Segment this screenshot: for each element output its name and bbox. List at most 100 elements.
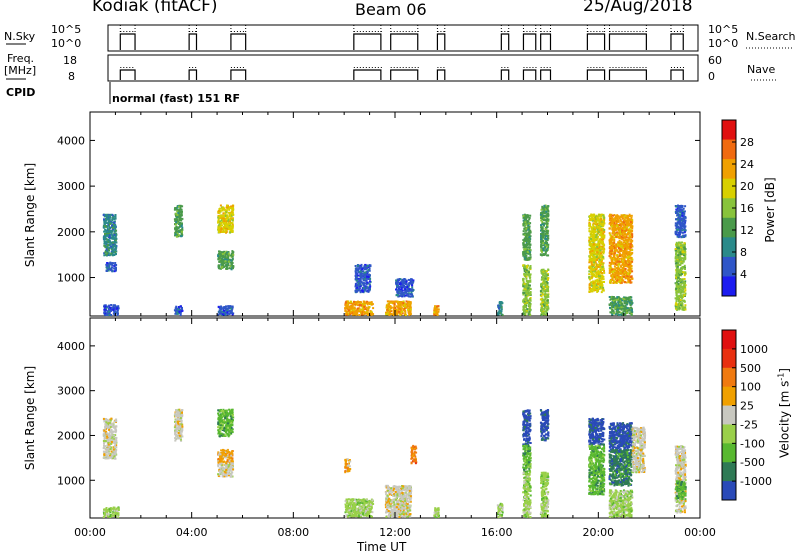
data-pixel	[365, 279, 368, 282]
data-pixel	[623, 241, 625, 244]
data-pixel	[180, 230, 183, 233]
data-pixel	[110, 268, 113, 270]
data-pixel	[588, 266, 591, 269]
data-pixel	[401, 289, 404, 292]
data-pixel	[592, 227, 595, 230]
nave-dot	[543, 67, 545, 68]
data-pixel	[218, 264, 221, 267]
data-pixel	[523, 244, 526, 247]
data-pixel	[624, 214, 627, 217]
data-pixel	[545, 275, 548, 278]
data-pixel	[544, 244, 547, 247]
data-pixel	[409, 306, 412, 309]
strip-traces	[119, 25, 684, 80]
data-pixel	[522, 224, 525, 227]
data-pixel	[527, 273, 530, 276]
data-pixel	[110, 233, 113, 236]
nave-dot	[636, 67, 638, 68]
data-pixel	[179, 208, 182, 211]
data-pixel	[523, 239, 526, 242]
data-pixel	[528, 299, 530, 302]
data-pixel	[592, 247, 595, 250]
data-pixel	[226, 311, 229, 314]
data-pixel	[608, 242, 611, 245]
data-pixel	[540, 306, 543, 309]
data-pixel	[592, 240, 595, 243]
data-pixel	[590, 271, 592, 274]
data-pixel	[596, 223, 599, 226]
data-pixel	[393, 314, 395, 316]
data-pixel	[545, 289, 548, 291]
data-pixel	[541, 305, 543, 308]
data-pixel	[175, 214, 177, 217]
data-pixel	[404, 283, 407, 286]
data-pixel	[523, 286, 526, 289]
data-pixel	[588, 270, 591, 273]
data-pixel	[349, 305, 352, 308]
data-pixel	[347, 300, 349, 303]
data-pixel	[219, 215, 222, 218]
data-pixel	[545, 305, 548, 308]
data-pixel	[620, 268, 623, 271]
data-pixel	[598, 273, 601, 276]
data-pixel	[529, 267, 532, 269]
data-pixel	[356, 286, 359, 289]
data-pixel	[621, 216, 624, 219]
data-pixel	[522, 281, 525, 284]
data-pixel	[113, 313, 116, 316]
nsky-trace-segment	[230, 33, 247, 50]
data-pixel	[105, 218, 108, 221]
data-pixel	[388, 308, 391, 311]
freq-trace-segment	[436, 69, 446, 80]
data-pixel	[218, 215, 221, 218]
data-pixel	[524, 217, 527, 220]
data-pixel	[364, 273, 367, 276]
data-pixel	[345, 305, 348, 308]
data-pixel	[614, 280, 617, 283]
data-pixel	[106, 252, 109, 255]
data-pixel	[525, 229, 528, 232]
nave-dot	[532, 67, 534, 68]
data-pixel	[356, 274, 359, 277]
data-pixel	[220, 227, 223, 230]
data-pixel	[600, 225, 603, 228]
data-pixel	[358, 264, 360, 267]
data-pixel	[226, 228, 229, 231]
data-pixel	[433, 311, 436, 314]
data-pixel	[114, 248, 117, 251]
data-pixel	[593, 261, 596, 264]
data-pixel	[385, 311, 387, 314]
data-pixel	[226, 309, 229, 312]
data-pixel	[623, 252, 626, 255]
data-pixel	[370, 313, 373, 316]
data-pixel	[113, 218, 116, 220]
data-pixel	[527, 224, 530, 227]
data-pixel	[588, 227, 591, 230]
data-pixel	[615, 233, 618, 236]
data-pixel	[624, 219, 627, 222]
data-pixel	[399, 304, 402, 307]
data-pixel	[595, 253, 598, 256]
data-pixel	[112, 305, 115, 308]
data-pixel	[527, 228, 530, 231]
data-pixel	[627, 273, 630, 276]
data-pixel	[362, 283, 365, 286]
data-pixel	[358, 278, 361, 281]
data-pixel	[588, 284, 591, 287]
data-pixel	[403, 286, 405, 289]
data-pixel	[546, 224, 549, 227]
data-pixel	[352, 303, 355, 306]
nave-dot	[390, 67, 392, 68]
data-pixel	[522, 264, 525, 267]
data-pixel	[397, 289, 400, 292]
data-pixel	[365, 308, 368, 311]
nsky-dot	[414, 31, 416, 32]
data-pixel	[345, 303, 348, 306]
data-pixel	[227, 307, 230, 309]
data-pixel	[527, 313, 530, 316]
data-pixel	[529, 229, 532, 232]
data-pixel	[598, 238, 601, 241]
data-pixel	[545, 210, 548, 213]
data-pixel	[354, 278, 357, 281]
nsky-dot	[679, 31, 681, 32]
